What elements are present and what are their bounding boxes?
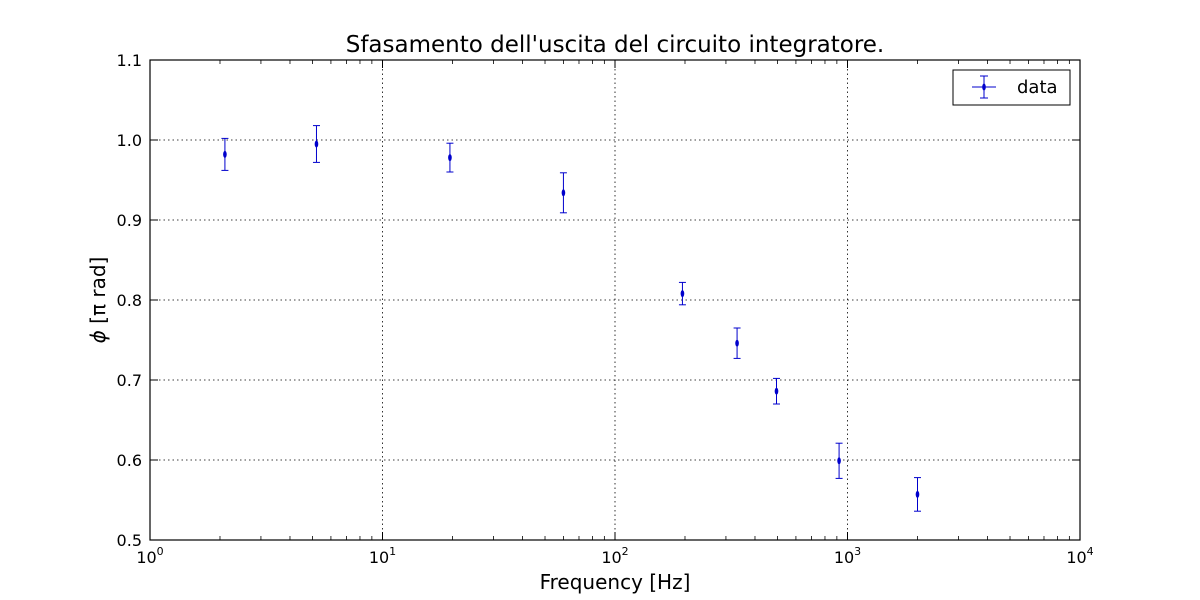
x-tick-label: 104 [1066,545,1093,567]
x-tick-exponent: 1 [389,545,396,558]
data-point [733,327,741,359]
y-tick-labels: 0.5 0.6 0.7 0.8 0.9 1.0 1.1 [117,51,142,550]
x-tick-exponent: 3 [854,545,861,558]
data-point [678,281,686,306]
y-tick-label: 0.7 [117,371,142,390]
x-tick-labels: 100 101 102 103 104 [136,545,1093,567]
legend: data [952,69,1071,106]
data-point [913,477,921,512]
y-tick-label: 0.6 [117,451,142,470]
point-marker [314,140,319,148]
x-tick-base: 10 [1066,548,1086,567]
x-axis-label: Frequency [Hz] [540,570,691,594]
y-tick-label: 1.0 [117,131,142,150]
data-point [559,172,567,214]
point-marker [915,490,920,498]
y-tick-label: 1.1 [117,51,142,70]
x-tick-base: 10 [369,548,389,567]
x-tick-label: 102 [601,545,628,567]
y-axis-label: ϕ [π rad] [86,257,110,344]
data-point [221,137,229,171]
data-point [446,142,454,173]
data-point [312,125,320,163]
x-tick-base: 10 [834,548,854,567]
y-tick-label: 0.9 [117,211,142,230]
legend-marker [972,75,996,99]
x-tick-exponent: 4 [1087,545,1094,558]
grid [150,60,1080,540]
point-marker [837,457,841,465]
chart-title: Sfasamento dell'uscita del circuito inte… [346,32,885,58]
x-tick-exponent: 0 [157,545,164,558]
point-marker [223,150,227,158]
legend-label: data [1017,77,1058,98]
data-points [221,125,921,512]
point-marker [774,387,779,395]
plot-frame [149,59,1081,541]
x-tick-label: 101 [369,545,396,567]
y-tick-label: 0.8 [117,291,142,310]
point-marker [561,189,566,197]
point-marker [448,154,452,162]
point-marker [680,290,685,298]
x-tick-base: 10 [601,548,621,567]
data-point [835,442,843,479]
x-tick-label: 103 [834,545,861,567]
x-tick-base: 10 [136,548,156,567]
x-tick-label: 100 [136,545,163,567]
data-point [772,377,780,405]
y-axis-symbol: ϕ [86,330,110,343]
y-axis-unit: [π rad] [86,257,110,324]
y-tick-label: 0.5 [117,531,142,550]
x-tick-exponent: 2 [622,545,629,558]
point-marker [735,339,739,347]
